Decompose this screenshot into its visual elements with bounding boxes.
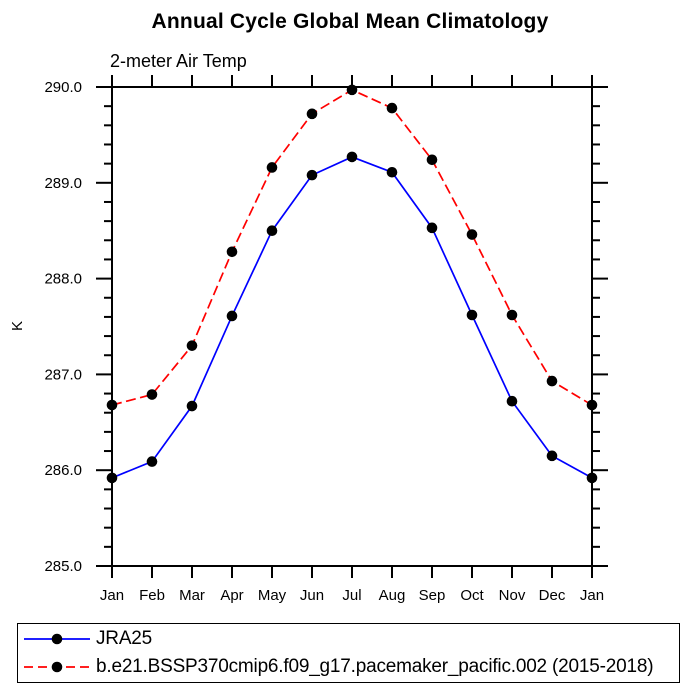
series-line-dashed	[111, 88, 593, 406]
y-tick-label: 286.0	[44, 462, 82, 479]
data-point	[226, 310, 238, 322]
legend-sample-marker	[51, 661, 63, 673]
data-point	[186, 340, 198, 351]
y-tick-label: 285.0	[44, 558, 82, 575]
data-point	[106, 472, 118, 484]
data-point	[586, 472, 598, 484]
y-tick-label: 289.0	[44, 175, 82, 192]
chart-subtitle: 2-meter Air Temp	[110, 51, 247, 71]
plot-area: Jan Feb Mar Apr May Jun Jul Aug Sep Oct Nov Dec Jan 2…	[44, 75, 608, 604]
y-tick-label: 287.0	[44, 366, 82, 383]
data-point	[306, 108, 318, 120]
y-tick-label: 288.0	[44, 271, 82, 288]
data-point	[146, 456, 158, 467]
data-point	[226, 246, 238, 258]
data-point	[146, 389, 158, 400]
legend-box: JRA25 b.e21.BSSP370cmip6.f09_g17.pacemak…	[17, 623, 680, 683]
data-point	[546, 375, 558, 387]
data-point	[306, 169, 318, 181]
chart-title: Annual Cycle Global Mean Climatology	[151, 10, 549, 33]
x-tick-label: Dec	[539, 587, 566, 604]
legend-line-sample-solid	[24, 633, 90, 645]
legend-item-pacemaker: b.e21.BSSP370cmip6.f09_g17.pacemaker_pac…	[18, 653, 679, 681]
data-point	[346, 151, 358, 163]
x-tick-label: Feb	[139, 587, 165, 604]
data-point	[386, 102, 398, 114]
x-tick-label: May	[258, 587, 287, 604]
x-tick-label: Apr	[220, 587, 243, 604]
x-tick-label: Mar	[179, 587, 205, 604]
data-point	[466, 309, 478, 321]
series-line-solid	[111, 156, 593, 479]
data-point	[266, 225, 278, 236]
x-tick-label: Jun	[300, 587, 324, 604]
legend-line-sample-dashed	[24, 661, 90, 673]
data-point	[466, 229, 478, 240]
x-tick-label: Oct	[460, 587, 484, 604]
data-point	[106, 399, 118, 411]
x-tick-label: Nov	[499, 587, 526, 604]
legend-label-pacemaker: b.e21.BSSP370cmip6.f09_g17.pacemaker_pac…	[96, 656, 654, 677]
x-tick-label: Aug	[379, 587, 406, 604]
x-tick-label: Jul	[342, 587, 361, 604]
x-tick-label: Jan	[580, 587, 604, 604]
data-point	[346, 84, 358, 96]
y-tick-label: 290.0	[44, 79, 82, 96]
data-point	[586, 399, 598, 411]
legend-sample-marker	[51, 633, 63, 645]
data-point	[186, 400, 198, 412]
data-point	[506, 395, 518, 407]
data-point	[266, 162, 278, 173]
data-point	[506, 309, 518, 321]
legend-item-jra25: JRA25	[18, 625, 679, 653]
data-point	[426, 222, 438, 234]
data-point	[426, 154, 438, 166]
x-tick-label: Jan	[100, 587, 124, 604]
x-tick-label: Sep	[419, 587, 446, 604]
data-point	[386, 166, 398, 178]
data-point	[546, 450, 558, 462]
legend-label-jra25: JRA25	[96, 628, 153, 649]
